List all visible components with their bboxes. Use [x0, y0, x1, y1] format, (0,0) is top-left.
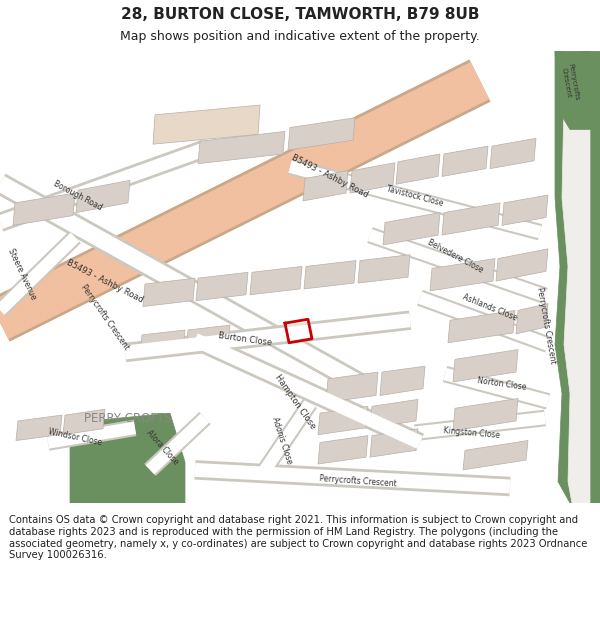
Polygon shape — [448, 311, 515, 342]
Polygon shape — [350, 162, 395, 193]
Polygon shape — [285, 319, 312, 342]
Polygon shape — [370, 399, 418, 428]
Polygon shape — [304, 261, 356, 289]
Polygon shape — [143, 278, 195, 306]
Polygon shape — [186, 325, 230, 349]
Text: B5493 - Ashby Road: B5493 - Ashby Road — [65, 258, 145, 304]
Polygon shape — [358, 255, 410, 283]
Text: Norton Close: Norton Close — [477, 376, 527, 392]
Polygon shape — [502, 195, 548, 226]
Polygon shape — [463, 441, 528, 470]
Polygon shape — [198, 131, 285, 164]
Polygon shape — [13, 193, 75, 226]
Polygon shape — [318, 406, 368, 434]
Text: Map shows position and indicative extent of the property.: Map shows position and indicative extent… — [120, 31, 480, 43]
Text: PERRY CROFTS: PERRY CROFTS — [85, 411, 172, 424]
Polygon shape — [383, 213, 440, 245]
Text: Alora Close: Alora Close — [144, 428, 180, 466]
Polygon shape — [370, 429, 418, 457]
Polygon shape — [442, 203, 500, 235]
Text: Perrycrofts Crescent: Perrycrofts Crescent — [319, 474, 397, 489]
Polygon shape — [516, 304, 548, 334]
Polygon shape — [490, 138, 536, 169]
Text: Perrycrofts Crescent: Perrycrofts Crescent — [79, 283, 131, 352]
Text: Burton Close: Burton Close — [218, 331, 272, 348]
Text: Kingston Close: Kingston Close — [443, 426, 500, 439]
Text: Borough Road: Borough Road — [52, 179, 104, 213]
Polygon shape — [250, 266, 302, 295]
Text: Perrycrofts
Crescent: Perrycrofts Crescent — [560, 63, 580, 102]
Polygon shape — [453, 399, 518, 431]
Polygon shape — [562, 51, 590, 503]
Polygon shape — [70, 413, 185, 503]
Polygon shape — [153, 105, 260, 144]
Text: 28, BURTON CLOSE, TAMWORTH, B79 8UB: 28, BURTON CLOSE, TAMWORTH, B79 8UB — [121, 7, 479, 22]
Polygon shape — [196, 272, 248, 301]
Polygon shape — [396, 154, 440, 184]
Text: Windsor Close: Windsor Close — [47, 428, 103, 448]
Polygon shape — [453, 349, 518, 382]
Polygon shape — [442, 146, 488, 176]
Text: Perrycrofts Crescent: Perrycrofts Crescent — [535, 286, 557, 364]
Polygon shape — [16, 415, 62, 441]
Text: Belvedere Close: Belvedere Close — [426, 238, 484, 275]
Polygon shape — [63, 409, 105, 434]
Polygon shape — [555, 51, 600, 503]
Polygon shape — [288, 118, 355, 150]
Text: Hampton Close: Hampton Close — [273, 372, 317, 431]
Polygon shape — [140, 330, 185, 354]
Text: Contains OS data © Crown copyright and database right 2021. This information is : Contains OS data © Crown copyright and d… — [9, 515, 587, 560]
Polygon shape — [318, 436, 368, 464]
Text: Adonis Close: Adonis Close — [270, 416, 294, 465]
Text: Steere Avenue: Steere Avenue — [6, 248, 38, 301]
Text: B5493 - Ashby Road: B5493 - Ashby Road — [290, 153, 370, 200]
Polygon shape — [76, 181, 130, 213]
Polygon shape — [496, 249, 548, 281]
Polygon shape — [555, 51, 600, 129]
Polygon shape — [303, 171, 348, 201]
Text: Tavistock Close: Tavistock Close — [386, 184, 445, 208]
Polygon shape — [326, 372, 378, 402]
Polygon shape — [430, 259, 495, 291]
Polygon shape — [380, 366, 425, 396]
Text: Ashlands Close: Ashlands Close — [461, 292, 518, 322]
